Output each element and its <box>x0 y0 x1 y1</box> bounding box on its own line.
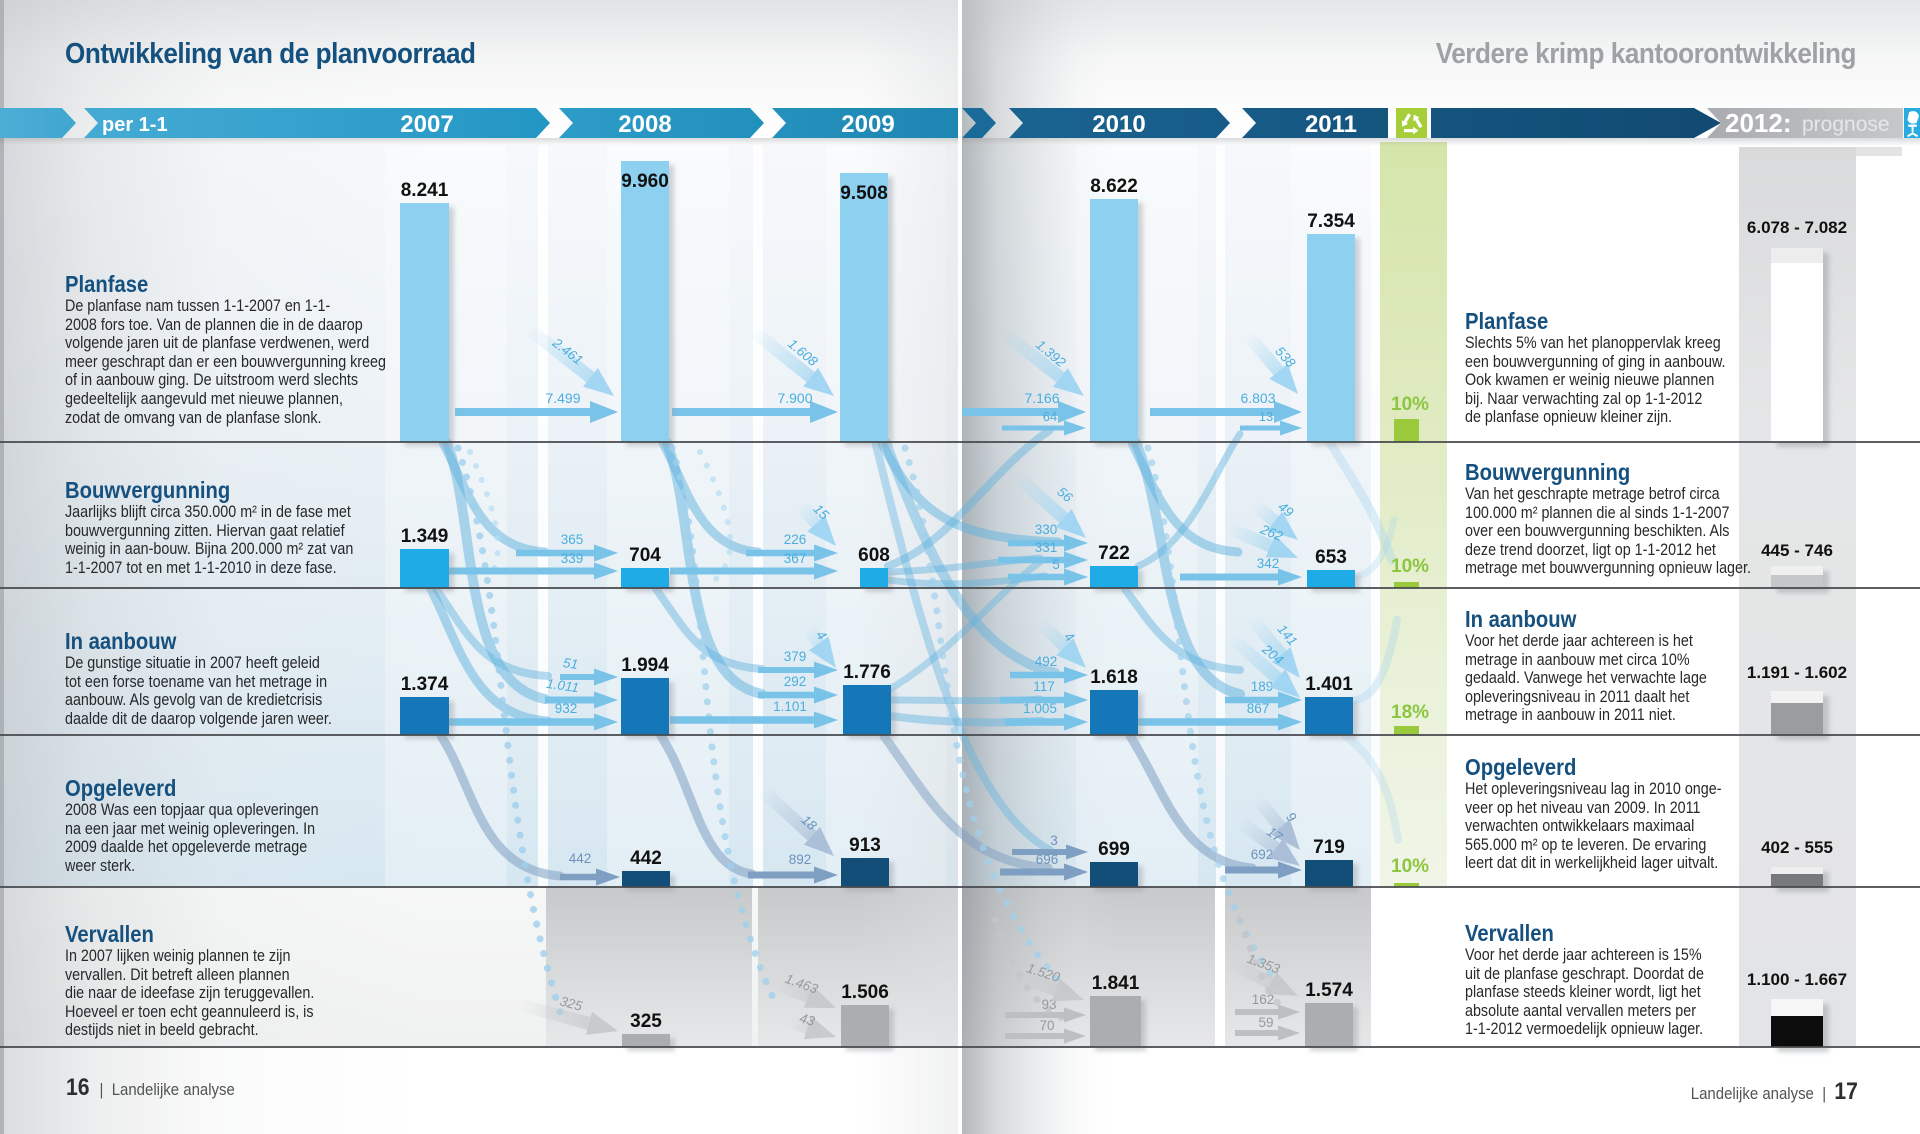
svg-text:3: 3 <box>1050 833 1058 848</box>
svg-text:1.005: 1.005 <box>1023 701 1057 716</box>
svg-text:442: 442 <box>569 851 592 866</box>
svg-text:2009: 2009 <box>841 111 894 138</box>
svg-text:6.803: 6.803 <box>1240 390 1275 406</box>
svg-text:43: 43 <box>798 1010 817 1029</box>
svg-text:189: 189 <box>1251 679 1274 694</box>
svg-text:339: 339 <box>561 551 584 566</box>
svg-text:722: 722 <box>1098 543 1130 564</box>
svg-text:1.841: 1.841 <box>1092 973 1140 994</box>
svg-text:692: 692 <box>1251 847 1274 862</box>
svg-text:226: 226 <box>784 532 807 547</box>
svg-text:per 1-1: per 1-1 <box>102 114 168 136</box>
svg-text:379: 379 <box>784 649 807 664</box>
svg-text:1.100 - 1.667: 1.100 - 1.667 <box>1747 970 1847 989</box>
svg-text:402 - 555: 402 - 555 <box>1761 838 1833 857</box>
svg-text:1.374: 1.374 <box>401 674 449 695</box>
svg-text:932: 932 <box>555 701 578 716</box>
svg-text:892: 892 <box>789 852 812 867</box>
svg-text:699: 699 <box>1098 839 1130 860</box>
svg-text:325: 325 <box>630 1011 662 1032</box>
svg-text:331: 331 <box>1035 540 1058 555</box>
svg-text:913: 913 <box>849 835 881 856</box>
svg-text:367: 367 <box>784 551 807 566</box>
svg-text:653: 653 <box>1315 547 1347 568</box>
svg-text:330: 330 <box>1035 522 1058 537</box>
svg-text:325: 325 <box>558 993 584 1013</box>
svg-text:70: 70 <box>1039 1018 1054 1033</box>
svg-text:2012:: 2012: <box>1725 108 1792 138</box>
svg-text:696: 696 <box>1036 852 1059 867</box>
svg-text:1.191 - 1.602: 1.191 - 1.602 <box>1747 663 1847 682</box>
svg-text:1.101: 1.101 <box>773 699 807 714</box>
svg-text:2007: 2007 <box>400 111 453 138</box>
svg-text:7.166: 7.166 <box>1024 390 1059 406</box>
svg-text:867: 867 <box>1247 701 1270 716</box>
svg-text:117: 117 <box>1033 679 1055 694</box>
svg-text:1.011: 1.011 <box>545 676 580 695</box>
svg-text:7.499: 7.499 <box>545 390 580 406</box>
svg-text:9.960: 9.960 <box>621 171 669 192</box>
svg-text:162: 162 <box>1252 992 1275 1007</box>
svg-text:1.506: 1.506 <box>841 982 889 1003</box>
svg-text:7.354: 7.354 <box>1307 211 1355 232</box>
svg-text:59: 59 <box>1258 1015 1273 1030</box>
svg-text:2008: 2008 <box>618 111 671 138</box>
svg-text:10%: 10% <box>1391 394 1429 415</box>
svg-text:719: 719 <box>1313 837 1345 858</box>
svg-text:prognose: prognose <box>1802 113 1890 136</box>
svg-text:5: 5 <box>1052 557 1060 572</box>
svg-text:8.241: 8.241 <box>401 180 449 201</box>
svg-text:8.622: 8.622 <box>1090 176 1138 197</box>
svg-text:442: 442 <box>630 848 662 869</box>
svg-text:1.574: 1.574 <box>1305 980 1353 1001</box>
svg-text:492: 492 <box>1035 654 1058 669</box>
svg-text:2011: 2011 <box>1305 111 1357 138</box>
svg-text:10%: 10% <box>1391 556 1429 577</box>
svg-text:342: 342 <box>1257 556 1280 571</box>
svg-text:704: 704 <box>629 545 661 566</box>
svg-text:1.776: 1.776 <box>843 662 891 683</box>
svg-text:18%: 18% <box>1391 702 1429 723</box>
svg-text:1.994: 1.994 <box>621 655 669 676</box>
svg-text:9: 9 <box>1283 809 1300 825</box>
svg-text:10%: 10% <box>1391 856 1429 877</box>
svg-text:6.078 - 7.082: 6.078 - 7.082 <box>1747 218 1847 237</box>
svg-text:2010: 2010 <box>1092 111 1145 138</box>
svg-text:608: 608 <box>858 545 890 566</box>
svg-text:13: 13 <box>1259 409 1273 424</box>
svg-text:365: 365 <box>561 532 584 547</box>
svg-text:51: 51 <box>562 655 579 672</box>
svg-text:9.508: 9.508 <box>840 183 888 204</box>
svg-text:292: 292 <box>784 674 807 689</box>
svg-text:445 - 746: 445 - 746 <box>1761 541 1833 560</box>
svg-text:1.618: 1.618 <box>1090 667 1138 688</box>
svg-text:64: 64 <box>1043 409 1057 424</box>
svg-text:56: 56 <box>1054 484 1076 505</box>
svg-text:1.349: 1.349 <box>401 526 449 547</box>
svg-text:1.401: 1.401 <box>1305 674 1353 695</box>
svg-text:7.900: 7.900 <box>777 390 812 406</box>
